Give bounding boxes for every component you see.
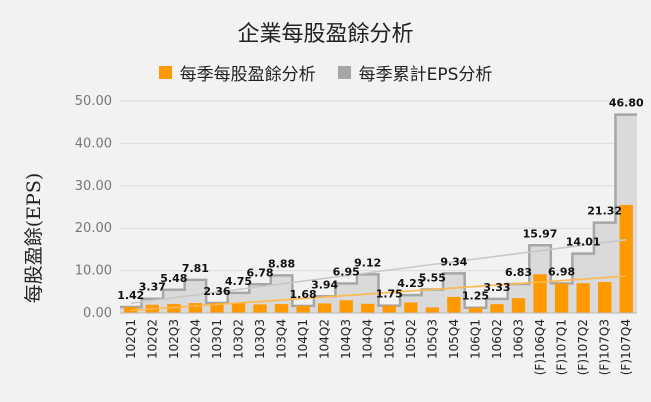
eps-bar [382, 305, 396, 313]
legend-swatch-quarterly [158, 66, 172, 79]
cumulative-data-label: 3.37 [139, 281, 166, 294]
x-tick-label: 102Q1 [124, 319, 138, 359]
x-tick-label: 105Q4 [447, 319, 461, 359]
cumulative-data-label: 4.75 [225, 275, 252, 288]
eps-bar [468, 307, 483, 313]
x-tick-label: 103Q3 [253, 319, 267, 359]
legend-label-cumulative: 每季累計EPS分析 [358, 65, 493, 85]
chart-title: 企業每股盈餘分析 [237, 22, 414, 47]
cumulative-data-label: 2.36 [203, 285, 230, 298]
eps-bar [425, 307, 440, 313]
x-tick-label: 103Q4 [275, 319, 289, 359]
x-tick-label: 102Q4 [188, 319, 202, 359]
eps-bar [447, 296, 461, 313]
x-tick-label: 105Q2 [404, 319, 418, 359]
x-tick-label: 103Q2 [231, 319, 245, 359]
y-tick-label: 50.00 [75, 94, 112, 109]
cumulative-data-label: 21.32 [587, 205, 622, 218]
y-tick-label: 20.00 [75, 221, 112, 236]
cumulative-data-label: 1.42 [117, 289, 144, 302]
y-tick-label: 10.00 [75, 264, 112, 279]
eps-bar [231, 302, 246, 313]
eps-bar [188, 303, 203, 313]
cumulative-data-label: 1.75 [376, 288, 403, 301]
x-tick-label: (F)107Q2 [576, 319, 590, 375]
eps-bar [317, 303, 332, 313]
cumulative-data-label: 14.01 [566, 236, 601, 249]
cumulative-data-label: 5.48 [160, 272, 187, 285]
eps-bar [167, 304, 181, 313]
x-tick-label: 104Q3 [339, 319, 353, 359]
cumulative-data-label: 3.94 [311, 278, 338, 291]
x-tick-label: 106Q1 [468, 319, 482, 359]
y-tick-label: 30.00 [75, 179, 112, 194]
x-tick-label: 104Q1 [296, 319, 310, 359]
cumulative-data-label: 6.78 [246, 266, 273, 279]
cumulative-data-label: 8.88 [268, 257, 295, 270]
cumulative-data-label: 46.80 [609, 97, 644, 110]
x-tick-label: 106Q3 [512, 319, 526, 359]
eps-bar [404, 302, 418, 313]
eps-bar [339, 300, 353, 313]
cumulative-data-label: 4.23 [397, 277, 424, 290]
legend: 每季每股盈餘分析 每季累計EPS分析 [0, 60, 651, 85]
cumulative-step-line [120, 113, 637, 309]
quarterly-trendline [130, 275, 627, 312]
eps-bar [511, 298, 526, 313]
eps-bar [296, 305, 310, 313]
x-tick-label: (F)107Q3 [598, 319, 612, 375]
y-tick-label: 40.00 [75, 136, 112, 151]
x-tick-label: 104Q4 [361, 319, 375, 359]
legend-label-quarterly: 每季每股盈餘分析 [179, 65, 316, 85]
cumulative-data-label: 6.95 [333, 266, 360, 279]
x-tick-label: 106Q2 [490, 319, 504, 359]
cumulative-data-label: 3.33 [483, 281, 510, 294]
cumulative-data-label: 6.83 [505, 266, 532, 279]
cumulative-data-label: 9.12 [354, 256, 381, 269]
x-tick-label: 103Q1 [210, 319, 224, 359]
cumulative-data-label: 1.25 [462, 290, 489, 303]
cumulative-data-label: 5.55 [419, 271, 446, 284]
eps-bar [274, 304, 289, 313]
cumulative-data-label: 1.68 [290, 288, 317, 301]
y-tick-label: 0.00 [83, 306, 112, 321]
legend-item-quarterly-eps[interactable]: 每季每股盈餘分析 [158, 60, 316, 85]
eps-bar [490, 304, 504, 313]
x-tick-label: 104Q2 [318, 319, 332, 359]
x-tick-label: (F)107Q1 [555, 319, 569, 375]
eps-bar [554, 283, 569, 313]
eps-bar [210, 302, 224, 313]
x-tick-label: 102Q3 [167, 319, 181, 359]
cumulative-data-label: 6.98 [548, 265, 575, 278]
x-tick-label: 105Q3 [425, 319, 439, 359]
x-tick-label: (F)107Q4 [619, 319, 633, 375]
eps-bar [598, 282, 612, 313]
eps-bar [253, 304, 267, 313]
cumulative-data-label: 15.97 [523, 227, 558, 240]
x-tick-label: (F)106Q4 [533, 319, 547, 375]
eps-bar [576, 283, 590, 313]
eps-bar [619, 204, 633, 313]
eps-bar [361, 303, 375, 313]
legend-swatch-cumulative [337, 66, 351, 79]
x-tick-label: 102Q2 [145, 319, 159, 359]
x-tick-label: 105Q1 [382, 319, 396, 359]
cumulative-trendline [130, 238, 627, 305]
legend-item-cumulative-eps[interactable]: 每季累計EPS分析 [337, 60, 493, 85]
cumulative-data-label: 9.34 [440, 255, 467, 268]
eps-bar [533, 274, 547, 313]
cumulative-data-label: 7.81 [182, 262, 209, 275]
